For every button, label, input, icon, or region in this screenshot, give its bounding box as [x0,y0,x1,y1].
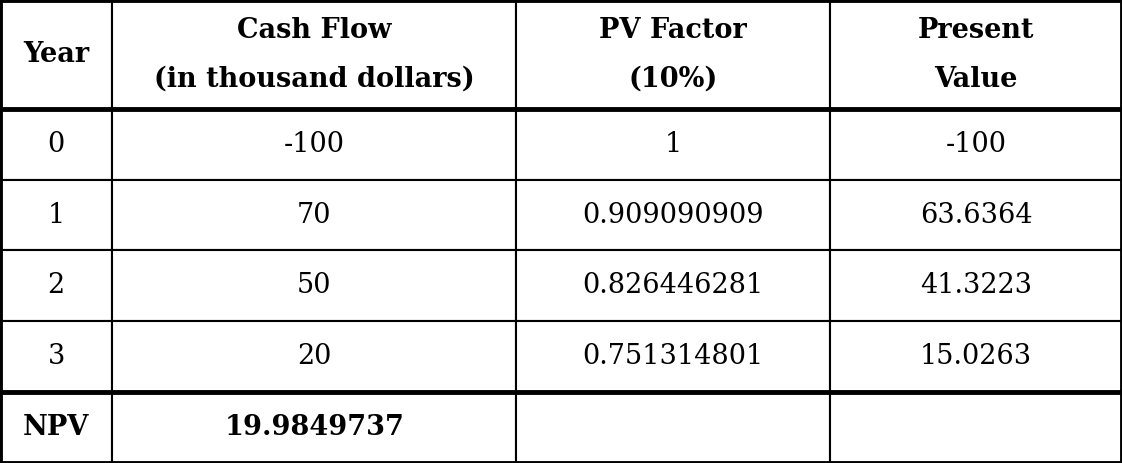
Bar [830,250,1122,321]
Bar [516,109,830,180]
Bar [112,321,516,392]
Bar [0,250,112,321]
Text: 50: 50 [297,272,331,300]
Text: -100: -100 [946,131,1006,158]
Text: Value: Value [935,66,1018,93]
Text: 15.0263: 15.0263 [920,343,1032,370]
Text: 0.826446281: 0.826446281 [582,272,764,300]
Text: 3: 3 [47,343,65,370]
Bar [112,109,516,180]
Bar [112,0,516,109]
Text: 1: 1 [664,131,682,158]
Bar [516,392,830,463]
Text: PV Factor: PV Factor [599,17,747,44]
Bar [830,392,1122,463]
Bar [112,392,516,463]
Text: -100: -100 [284,131,344,158]
Bar [112,250,516,321]
Bar [830,321,1122,392]
Bar [0,109,112,180]
Text: 0.751314801: 0.751314801 [582,343,764,370]
Text: 41.3223: 41.3223 [920,272,1032,300]
Text: 1: 1 [47,201,65,229]
Bar [0,392,112,463]
Bar [516,0,830,109]
Bar [516,250,830,321]
Text: NPV: NPV [22,414,90,441]
Text: 19.9849737: 19.9849737 [224,414,404,441]
Bar [830,109,1122,180]
Text: Cash Flow: Cash Flow [237,17,392,44]
Bar [830,180,1122,250]
Text: Year: Year [24,41,89,68]
Bar [112,180,516,250]
Text: 0: 0 [47,131,65,158]
Text: Present: Present [918,17,1034,44]
Text: 63.6364: 63.6364 [920,201,1032,229]
Text: (in thousand dollars): (in thousand dollars) [154,66,475,93]
Bar [0,321,112,392]
Bar [830,0,1122,109]
Bar [0,0,112,109]
Text: 20: 20 [297,343,331,370]
Bar [516,321,830,392]
Text: 2: 2 [47,272,65,300]
Text: 0.909090909: 0.909090909 [582,201,764,229]
Text: (10%): (10%) [628,66,718,93]
Bar [0,180,112,250]
Text: 70: 70 [297,201,331,229]
Bar [516,180,830,250]
